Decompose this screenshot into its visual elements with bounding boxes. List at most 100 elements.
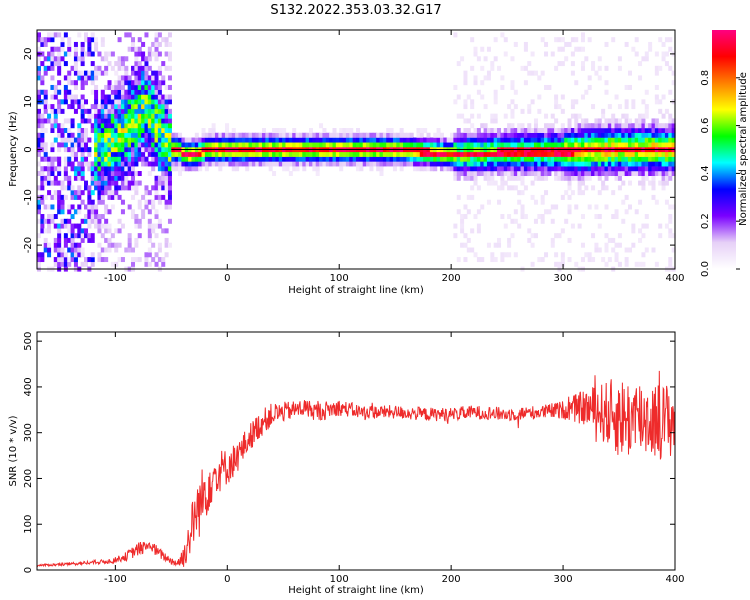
- heatmap-cell: [292, 161, 297, 167]
- heatmap-cell: [37, 70, 41, 76]
- heatmap-cell: [584, 185, 589, 191]
- heatmap-cell: [63, 94, 68, 100]
- heatmap-cell: [500, 257, 505, 263]
- heatmap-cell: [251, 132, 256, 138]
- heatmap-cell: [97, 113, 102, 119]
- heatmap-cell: [114, 180, 119, 186]
- heatmap-cell: [67, 209, 72, 215]
- heatmap-cell: [547, 142, 552, 148]
- heatmap-cell: [587, 37, 592, 43]
- heatmap-cell: [507, 104, 512, 110]
- heatmap-cell: [641, 180, 646, 186]
- heatmap-cell: [37, 118, 41, 124]
- heatmap-cell: [137, 151, 142, 157]
- heatmap-cell: [141, 151, 146, 157]
- heatmap-cell: [661, 185, 666, 191]
- heatmap-cell: [120, 199, 125, 205]
- heatmap-cell: [587, 142, 592, 148]
- heatmap-cell: [40, 257, 45, 263]
- heatmap-cell: [288, 171, 293, 177]
- heatmap-cell: [500, 151, 505, 157]
- heatmap-cell: [476, 228, 481, 234]
- heatmap-cell: [100, 104, 105, 110]
- heatmap-cell: [53, 123, 58, 129]
- heatmap-cell: [389, 142, 394, 148]
- heatmap-cell: [53, 166, 58, 172]
- heatmap-cell: [654, 142, 659, 148]
- heatmap-cell: [164, 147, 169, 153]
- heatmap-cell: [63, 99, 68, 105]
- heatmap-cell: [520, 123, 525, 129]
- heatmap-cell: [671, 123, 676, 129]
- heatmap-cell: [322, 132, 327, 138]
- heatmap-cell: [157, 84, 162, 90]
- heatmap-cell: [94, 180, 99, 186]
- heatmap-cell: [554, 94, 559, 100]
- heatmap-cell: [161, 104, 166, 110]
- heatmap-cell: [547, 127, 552, 133]
- heatmap-cell: [167, 171, 172, 177]
- heatmap-cell: [513, 185, 518, 191]
- heatmap-cell: [617, 261, 622, 267]
- heatmap-cell: [507, 142, 512, 148]
- heatmap-cell: [214, 142, 219, 148]
- heatmap-cell: [127, 94, 132, 100]
- heatmap-cell: [668, 137, 673, 143]
- heatmap-cell: [63, 237, 68, 243]
- heatmap-cell: [184, 137, 189, 143]
- heatmap-cell: [60, 132, 65, 138]
- heatmap-cell: [386, 137, 391, 143]
- heatmap-cell: [429, 161, 434, 167]
- heatmap-cell: [564, 151, 569, 157]
- heatmap-cell: [446, 156, 451, 162]
- heatmap-cell: [57, 199, 62, 205]
- heatmap-cell: [540, 175, 545, 181]
- heatmap-cell: [57, 147, 62, 153]
- heatmap-cell: [70, 190, 75, 196]
- heatmap-cell: [426, 137, 431, 143]
- heatmap-cell: [550, 242, 555, 248]
- heatmap-cell: [124, 56, 129, 62]
- heatmap-cell: [100, 257, 105, 263]
- heatmap-cell: [147, 228, 152, 234]
- heatmap-cell: [144, 118, 149, 124]
- heatmap-cell: [520, 142, 525, 148]
- heatmap-cell: [557, 261, 562, 267]
- heatmap-cell: [73, 51, 78, 57]
- heatmap-cell: [550, 166, 555, 172]
- heatmap-cell: [601, 156, 606, 162]
- heatmap-cell: [157, 151, 162, 157]
- heatmap-cell: [164, 166, 169, 172]
- heatmap-cell: [131, 171, 136, 177]
- heatmap-cell: [120, 89, 125, 95]
- heatmap-cell: [567, 257, 572, 263]
- heatmap-cell: [144, 123, 149, 129]
- heatmap-cell: [141, 142, 146, 148]
- heatmap-cell: [137, 89, 142, 95]
- heatmap-cell: [638, 261, 643, 267]
- heatmap-cell: [453, 161, 458, 167]
- heatmap-cell: [94, 223, 99, 229]
- heatmap-cell: [157, 137, 162, 143]
- heatmap-cell: [483, 104, 488, 110]
- heatmap-cell: [218, 151, 223, 157]
- heatmap-cell: [120, 104, 125, 110]
- heatmap-cell: [194, 137, 199, 143]
- heatmap-cell: [114, 156, 119, 162]
- y-tick-label: 300: [23, 423, 34, 442]
- heatmap-cell: [104, 218, 109, 224]
- heatmap-cell: [450, 132, 455, 138]
- heatmap-cell: [151, 228, 156, 234]
- heatmap-cell: [151, 94, 156, 100]
- heatmap-cell: [43, 180, 48, 186]
- heatmap-cell: [104, 237, 109, 243]
- heatmap-cell: [67, 80, 72, 86]
- heatmap-cell: [204, 161, 209, 167]
- heatmap-cell: [161, 180, 166, 186]
- heatmap-cell: [110, 190, 115, 196]
- heatmap-cell: [151, 223, 156, 229]
- heatmap-cell: [483, 161, 488, 167]
- heatmap-cell: [110, 204, 115, 210]
- heatmap-cell: [53, 242, 58, 248]
- heatmap-cell: [356, 142, 360, 148]
